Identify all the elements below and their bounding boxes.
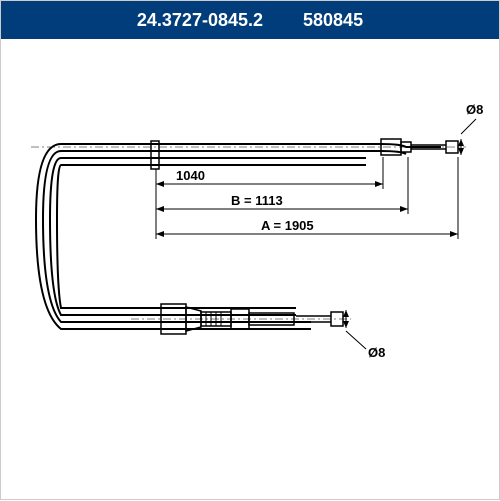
- dia-bottom: Ø8: [368, 345, 385, 360]
- header-bar: 24.3727-0845.2 580845: [1, 1, 499, 39]
- technical-diagram: 1040 B = 1113 A = 1905 Ø8 Ø8: [1, 39, 499, 501]
- part-number-1: 24.3727-0845.2: [137, 10, 263, 31]
- part-number-2: 580845: [303, 10, 363, 31]
- dia-top: Ø8: [466, 102, 483, 117]
- dim-a: A = 1905: [261, 218, 314, 233]
- dim-b: B = 1113: [231, 193, 283, 208]
- dim-1040: 1040: [176, 168, 205, 183]
